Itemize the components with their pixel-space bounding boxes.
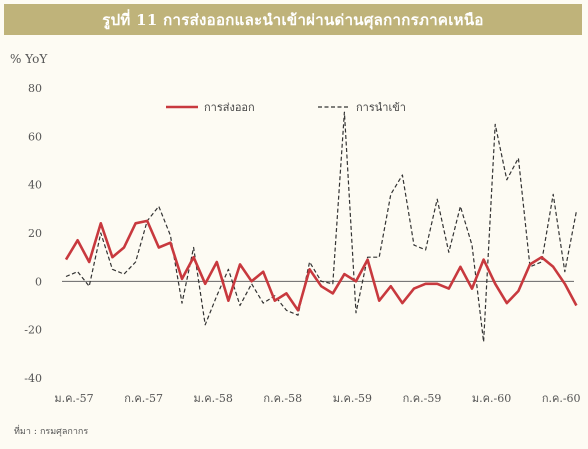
x-tick-label: ม.ค.-57 xyxy=(54,392,93,405)
x-tick-label: ก.ค.-59 xyxy=(403,392,442,405)
source-note: ที่มา: กรมศุลกากร xyxy=(14,427,89,437)
y-tick-label: 40 xyxy=(28,179,42,192)
series-line-export xyxy=(64,219,578,312)
source-text: กรมศุลกากร xyxy=(39,427,89,437)
x-tick-label: ม.ค.-58 xyxy=(194,392,233,405)
x-tick-label: ก.ค.-60 xyxy=(542,392,581,405)
y-tick-label: -40 xyxy=(24,372,42,385)
legend-import-label: การนำเข้า xyxy=(356,101,406,114)
y-axis-unit-label: % YoY xyxy=(10,52,48,66)
y-tick-label: 80 xyxy=(28,82,42,95)
chart-title: รูปที่ 11 การส่งออกและนำเข้าผ่านด่านศุลก… xyxy=(102,10,484,29)
series-line-import xyxy=(65,111,577,343)
y-tick-label: 20 xyxy=(28,227,42,240)
x-tick-label: ม.ค.-60 xyxy=(472,392,511,405)
source-label: ที่มา xyxy=(14,427,31,437)
y-tick-label: 0 xyxy=(35,275,42,288)
x-tick-label: ก.ค.-58 xyxy=(263,392,302,405)
x-tick-label: ก.ค.-57 xyxy=(124,392,163,405)
x-tick-label: ม.ค.-59 xyxy=(333,392,372,405)
y-tick-label: 60 xyxy=(28,130,42,143)
y-tick-label: -20 xyxy=(24,324,42,337)
chart-title-bar: รูปที่ 11 การส่งออกและนำเข้าผ่านด่านศุลก… xyxy=(4,4,582,35)
legend-export-label: การส่งออก xyxy=(204,101,255,114)
